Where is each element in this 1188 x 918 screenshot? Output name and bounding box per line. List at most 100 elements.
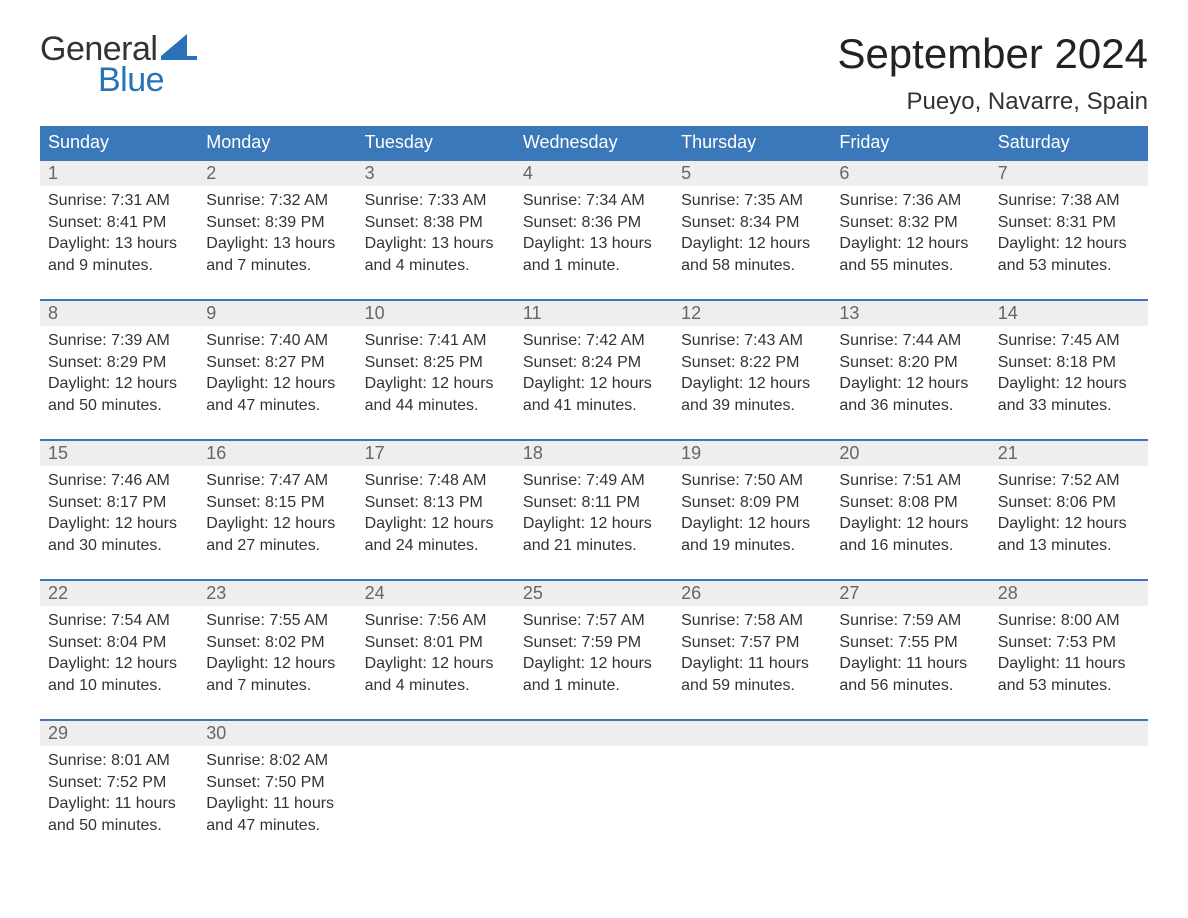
day-d2: and 1 minute.	[523, 675, 665, 697]
day-sunset: Sunset: 8:29 PM	[48, 352, 190, 374]
day-d2: and 50 minutes.	[48, 815, 190, 837]
day-content: Sunrise: 7:41 AMSunset: 8:25 PMDaylight:…	[357, 326, 515, 428]
day-number: 16	[198, 441, 356, 466]
day-number-empty	[515, 721, 673, 746]
day-d2: and 24 minutes.	[365, 535, 507, 557]
day-cell: 4Sunrise: 7:34 AMSunset: 8:36 PMDaylight…	[515, 160, 673, 300]
day-cell: 2Sunrise: 7:32 AMSunset: 8:39 PMDaylight…	[198, 160, 356, 300]
day-cell: 14Sunrise: 7:45 AMSunset: 8:18 PMDayligh…	[990, 300, 1148, 440]
day-number: 17	[357, 441, 515, 466]
day-cell: 8Sunrise: 7:39 AMSunset: 8:29 PMDaylight…	[40, 300, 198, 440]
day-content: Sunrise: 7:42 AMSunset: 8:24 PMDaylight:…	[515, 326, 673, 428]
day-content: Sunrise: 7:40 AMSunset: 8:27 PMDaylight:…	[198, 326, 356, 428]
day-number: 24	[357, 581, 515, 606]
day-d2: and 36 minutes.	[839, 395, 981, 417]
header-row: Sunday Monday Tuesday Wednesday Thursday…	[40, 126, 1148, 160]
day-sunset: Sunset: 8:18 PM	[998, 352, 1140, 374]
day-sunset: Sunset: 7:59 PM	[523, 632, 665, 654]
day-cell: 18Sunrise: 7:49 AMSunset: 8:11 PMDayligh…	[515, 440, 673, 580]
day-number: 8	[40, 301, 198, 326]
day-cell: 24Sunrise: 7:56 AMSunset: 8:01 PMDayligh…	[357, 580, 515, 720]
day-sunset: Sunset: 8:13 PM	[365, 492, 507, 514]
day-sunrise: Sunrise: 8:00 AM	[998, 610, 1140, 632]
day-content: Sunrise: 7:45 AMSunset: 8:18 PMDaylight:…	[990, 326, 1148, 428]
day-number: 10	[357, 301, 515, 326]
day-cell: 20Sunrise: 7:51 AMSunset: 8:08 PMDayligh…	[831, 440, 989, 580]
day-sunset: Sunset: 8:08 PM	[839, 492, 981, 514]
day-d2: and 1 minute.	[523, 255, 665, 277]
day-number: 26	[673, 581, 831, 606]
day-d2: and 9 minutes.	[48, 255, 190, 277]
day-cell	[673, 720, 831, 860]
day-cell: 26Sunrise: 7:58 AMSunset: 7:57 PMDayligh…	[673, 580, 831, 720]
col-saturday: Saturday	[990, 126, 1148, 160]
day-cell: 10Sunrise: 7:41 AMSunset: 8:25 PMDayligh…	[357, 300, 515, 440]
day-d1: Daylight: 12 hours	[523, 653, 665, 675]
location-label: Pueyo, Navarre, Spain	[837, 88, 1148, 116]
day-content: Sunrise: 7:48 AMSunset: 8:13 PMDaylight:…	[357, 466, 515, 568]
col-sunday: Sunday	[40, 126, 198, 160]
day-content: Sunrise: 7:32 AMSunset: 8:39 PMDaylight:…	[198, 186, 356, 288]
week-row: 29Sunrise: 8:01 AMSunset: 7:52 PMDayligh…	[40, 720, 1148, 860]
day-d1: Daylight: 13 hours	[206, 233, 348, 255]
day-sunset: Sunset: 8:36 PM	[523, 212, 665, 234]
day-cell: 5Sunrise: 7:35 AMSunset: 8:34 PMDaylight…	[673, 160, 831, 300]
day-sunset: Sunset: 7:50 PM	[206, 772, 348, 794]
day-d1: Daylight: 12 hours	[365, 653, 507, 675]
day-sunset: Sunset: 8:39 PM	[206, 212, 348, 234]
day-sunset: Sunset: 8:15 PM	[206, 492, 348, 514]
day-sunset: Sunset: 8:04 PM	[48, 632, 190, 654]
day-number: 11	[515, 301, 673, 326]
day-sunset: Sunset: 8:31 PM	[998, 212, 1140, 234]
day-number: 7	[990, 161, 1148, 186]
day-sunrise: Sunrise: 8:02 AM	[206, 750, 348, 772]
day-content: Sunrise: 7:39 AMSunset: 8:29 PMDaylight:…	[40, 326, 198, 428]
day-sunrise: Sunrise: 7:32 AM	[206, 190, 348, 212]
day-sunrise: Sunrise: 7:33 AM	[365, 190, 507, 212]
day-sunset: Sunset: 8:22 PM	[681, 352, 823, 374]
day-d2: and 47 minutes.	[206, 815, 348, 837]
day-d1: Daylight: 12 hours	[523, 373, 665, 395]
day-cell	[831, 720, 989, 860]
day-sunrise: Sunrise: 7:34 AM	[523, 190, 665, 212]
day-cell: 27Sunrise: 7:59 AMSunset: 7:55 PMDayligh…	[831, 580, 989, 720]
day-cell: 23Sunrise: 7:55 AMSunset: 8:02 PMDayligh…	[198, 580, 356, 720]
day-sunrise: Sunrise: 7:45 AM	[998, 330, 1140, 352]
week-row: 8Sunrise: 7:39 AMSunset: 8:29 PMDaylight…	[40, 300, 1148, 440]
day-content: Sunrise: 7:59 AMSunset: 7:55 PMDaylight:…	[831, 606, 989, 708]
week-row: 15Sunrise: 7:46 AMSunset: 8:17 PMDayligh…	[40, 440, 1148, 580]
day-d2: and 13 minutes.	[998, 535, 1140, 557]
day-d1: Daylight: 12 hours	[206, 373, 348, 395]
day-d1: Daylight: 11 hours	[206, 793, 348, 815]
day-content: Sunrise: 8:00 AMSunset: 7:53 PMDaylight:…	[990, 606, 1148, 708]
day-d1: Daylight: 12 hours	[48, 373, 190, 395]
day-sunrise: Sunrise: 7:51 AM	[839, 470, 981, 492]
col-wednesday: Wednesday	[515, 126, 673, 160]
day-number: 13	[831, 301, 989, 326]
day-content: Sunrise: 7:50 AMSunset: 8:09 PMDaylight:…	[673, 466, 831, 568]
title-block: September 2024 Pueyo, Navarre, Spain	[837, 30, 1148, 116]
day-number: 18	[515, 441, 673, 466]
day-cell: 12Sunrise: 7:43 AMSunset: 8:22 PMDayligh…	[673, 300, 831, 440]
day-number: 27	[831, 581, 989, 606]
day-d2: and 10 minutes.	[48, 675, 190, 697]
day-content: Sunrise: 7:58 AMSunset: 7:57 PMDaylight:…	[673, 606, 831, 708]
day-cell: 1Sunrise: 7:31 AMSunset: 8:41 PMDaylight…	[40, 160, 198, 300]
day-sunrise: Sunrise: 7:48 AM	[365, 470, 507, 492]
day-sunrise: Sunrise: 8:01 AM	[48, 750, 190, 772]
day-content: Sunrise: 7:38 AMSunset: 8:31 PMDaylight:…	[990, 186, 1148, 288]
day-d2: and 44 minutes.	[365, 395, 507, 417]
day-d1: Daylight: 11 hours	[48, 793, 190, 815]
day-d2: and 41 minutes.	[523, 395, 665, 417]
day-cell: 13Sunrise: 7:44 AMSunset: 8:20 PMDayligh…	[831, 300, 989, 440]
day-d1: Daylight: 11 hours	[998, 653, 1140, 675]
day-d2: and 4 minutes.	[365, 675, 507, 697]
day-sunrise: Sunrise: 7:39 AM	[48, 330, 190, 352]
day-sunset: Sunset: 8:34 PM	[681, 212, 823, 234]
day-number: 4	[515, 161, 673, 186]
day-content: Sunrise: 7:55 AMSunset: 8:02 PMDaylight:…	[198, 606, 356, 708]
logo-text-blue: Blue	[40, 61, 197, 100]
day-sunrise: Sunrise: 7:43 AM	[681, 330, 823, 352]
col-tuesday: Tuesday	[357, 126, 515, 160]
day-d1: Daylight: 11 hours	[839, 653, 981, 675]
